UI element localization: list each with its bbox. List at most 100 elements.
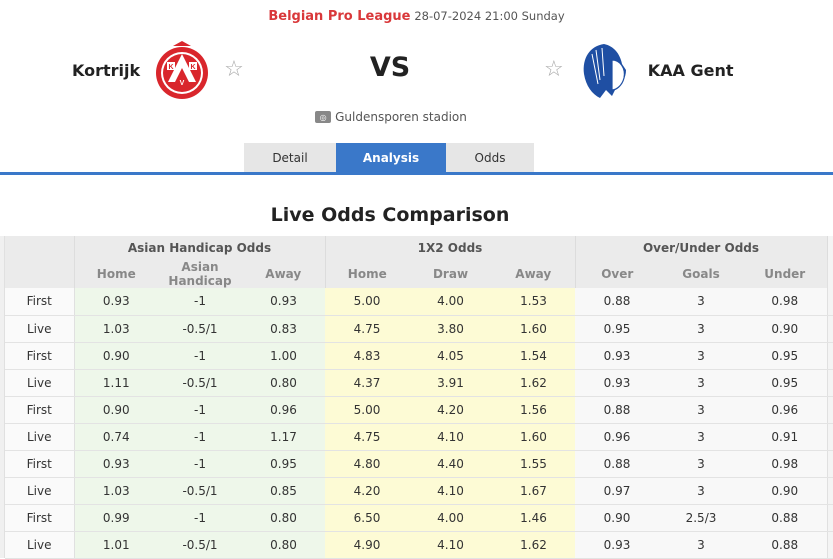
cell-1x2-home: 5.00 [325, 396, 409, 424]
cell-ah-away: 0.96 [242, 396, 325, 424]
favorite-star-icon[interactable]: ☆ [544, 57, 564, 82]
table-row: First 0.93 -1 0.93 5.00 4.00 1.53 0.88 3 0.98 [5, 288, 833, 316]
away-team: ☆ KAA Gent [544, 40, 734, 100]
cell-ah-away: 0.83 [242, 315, 325, 343]
cell-1x2-away: 1.46 [492, 504, 575, 532]
cell-1x2-draw: 3.80 [409, 315, 492, 343]
cell-ou-under: 0.88 [743, 504, 827, 532]
cell-ah-away: 1.00 [242, 342, 325, 370]
cell-ou-over: 0.93 [575, 369, 659, 397]
cell-ou-goals: 3 [659, 342, 743, 370]
cell-ou-under: 0.91 [743, 423, 827, 451]
table-row: Live 1.01 -0.5/1 0.80 4.90 4.10 1.62 0.93 3 0.88 [5, 531, 833, 559]
cell-1x2-home: 4.37 [325, 369, 409, 397]
cell-ou-goals: 3 [659, 423, 743, 451]
cell-1x2-away: 1.55 [492, 450, 575, 478]
cell-1x2-away: 1.53 [492, 288, 575, 316]
cell-1x2-home: 4.90 [325, 531, 409, 559]
cell-ou-over: 0.90 [575, 504, 659, 532]
cell-1x2-away: 1.60 [492, 423, 575, 451]
col-ah-handicap: Asian Handicap [168, 260, 232, 288]
cell-ou-under: 0.95 [743, 342, 827, 370]
table-row: Live 1.03 -0.5/1 0.83 4.75 3.80 1.60 0.95 3 0.90 [5, 315, 833, 343]
tab-odds[interactable]: Odds [446, 143, 534, 173]
table-edge [826, 236, 833, 288]
vs-text: VS [369, 52, 411, 83]
cell-ah-handicap: -0.5/1 [158, 477, 242, 505]
cell-1x2-draw: 4.10 [409, 531, 492, 559]
cell-ou-over: 0.88 [575, 450, 659, 478]
row-edge [826, 504, 833, 532]
col-1x2-draw: Draw [432, 267, 469, 281]
stadium-info: ◎ Guldensporen stadion [0, 110, 782, 124]
row-edge [826, 423, 833, 451]
row-edge [826, 396, 833, 424]
cell-1x2-draw: 4.05 [409, 342, 492, 370]
row-edge [826, 315, 833, 343]
table-row: Live 0.74 -1 1.17 4.75 4.10 1.60 0.96 3 0.91 [5, 423, 833, 451]
cell-ah-handicap: -1 [158, 450, 242, 478]
row-type: First [5, 450, 75, 478]
row-type: Live [5, 477, 75, 505]
cell-ah-away: 0.93 [242, 288, 325, 316]
cell-ou-over: 0.88 [575, 396, 659, 424]
cell-ah-home: 1.01 [74, 531, 158, 559]
col-ah-away: Away [242, 260, 326, 288]
tab-analysis[interactable]: Analysis [336, 143, 446, 173]
cell-ou-goals: 3 [659, 288, 743, 316]
table-row: Live 1.11 -0.5/1 0.80 4.37 3.91 1.62 0.93 3 0.95 [5, 369, 833, 397]
cell-ah-away: 0.95 [242, 450, 325, 478]
cell-ah-home: 0.74 [74, 423, 158, 451]
svg-text:V: V [180, 80, 185, 87]
match-tabs: Detail Analysis Odds [244, 143, 534, 173]
col-ou-under: Under [743, 260, 828, 288]
gent-crest-icon[interactable] [576, 40, 636, 100]
odds-comparison-table: Asian Handicap Odds 1X2 Odds Over/Under … [5, 236, 833, 559]
cell-ou-goals: 3 [659, 531, 743, 559]
row-type: First [5, 396, 75, 424]
table-left-edge [0, 236, 5, 558]
home-team: Kortrijk K K V ☆ [72, 40, 244, 100]
svg-text:K: K [191, 64, 196, 71]
col-ou-over: Over [601, 267, 634, 281]
row-edge [826, 477, 833, 505]
cell-1x2-draw: 3.91 [409, 369, 492, 397]
col-1x2-away: Away [492, 260, 576, 288]
cell-1x2-draw: 4.10 [409, 477, 492, 505]
stadium-name: Guldensporen stadion [335, 110, 467, 124]
row-type: Live [5, 369, 75, 397]
row-type: First [5, 342, 75, 370]
cell-ah-home: 0.93 [74, 450, 158, 478]
svg-text:K: K [169, 64, 174, 71]
cell-ah-handicap: -1 [158, 396, 242, 424]
section-title: Live Odds Comparison [270, 204, 510, 226]
cell-1x2-home: 4.80 [325, 450, 409, 478]
cell-ah-home: 1.11 [74, 369, 158, 397]
cell-ou-under: 0.98 [743, 288, 827, 316]
cell-1x2-home: 4.83 [325, 342, 409, 370]
cell-1x2-draw: 4.00 [409, 288, 492, 316]
row-edge [826, 288, 833, 316]
cell-ah-handicap: -1 [158, 504, 242, 532]
cell-ou-under: 0.95 [743, 369, 827, 397]
cell-ou-goals: 3 [659, 369, 743, 397]
cell-1x2-draw: 4.20 [409, 396, 492, 424]
league-link[interactable]: Belgian Pro League [268, 9, 411, 24]
over-under-group-header: Over/Under Odds [575, 236, 828, 260]
cell-ah-away: 1.17 [242, 423, 325, 451]
table-row: First 0.90 -1 0.96 5.00 4.20 1.56 0.88 3 0.96 [5, 396, 833, 424]
cell-1x2-draw: 4.00 [409, 504, 492, 532]
cell-ah-handicap: -0.5/1 [158, 531, 242, 559]
row-type: First [5, 288, 75, 316]
favorite-star-icon[interactable]: ☆ [224, 57, 244, 82]
cell-ou-over: 0.88 [575, 288, 659, 316]
away-team-name[interactable]: KAA Gent [647, 60, 734, 80]
cell-ou-goals: 3 [659, 450, 743, 478]
cell-1x2-home: 4.75 [325, 315, 409, 343]
cell-ah-home: 0.90 [74, 396, 158, 424]
row-type-header [5, 236, 75, 288]
cell-ah-away: 0.80 [242, 369, 325, 397]
kortrijk-crest-icon[interactable]: K K V [152, 40, 212, 100]
tab-detail[interactable]: Detail [244, 143, 336, 173]
home-team-name[interactable]: Kortrijk [72, 60, 141, 80]
